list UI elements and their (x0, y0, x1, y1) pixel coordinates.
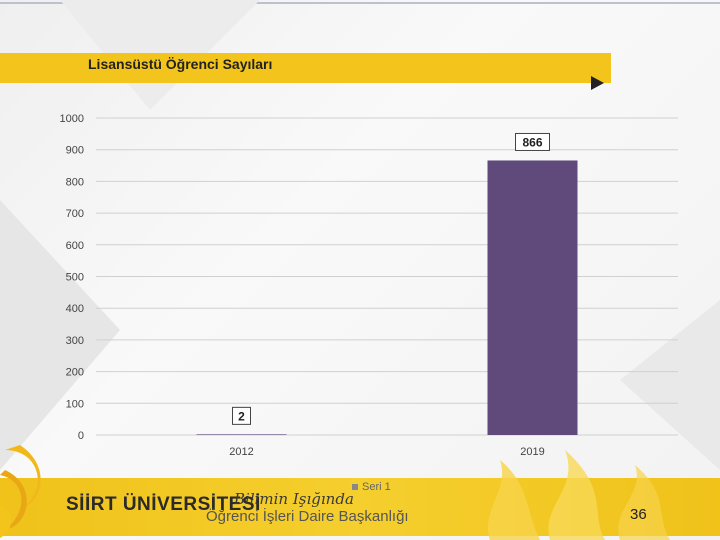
data-label-2019: 866 (515, 132, 550, 151)
y-tick-label: 1000 (60, 113, 84, 125)
data-label-box (232, 406, 251, 425)
swirl-logo-icon (0, 445, 41, 538)
bar-2012 (196, 434, 287, 435)
y-tick-label: 700 (66, 208, 84, 220)
tagline: Bilimin Işığında (234, 490, 354, 508)
data-label-text: 866 (522, 135, 542, 149)
footer-band (0, 478, 720, 536)
chart-legend: Seri 1 (352, 480, 391, 494)
legend-entry: Seri 1 (362, 481, 391, 493)
y-tick-label: 300 (66, 335, 84, 347)
department-name: Öğrenci İşleri Daire Başkanlığı (206, 508, 409, 525)
top-rule (0, 2, 720, 4)
title-bar (0, 53, 611, 83)
data-label-box (515, 132, 550, 151)
y-tick-label: 400 (66, 303, 84, 315)
y-tick-label: 200 (66, 367, 84, 379)
y-tick-label: 100 (66, 398, 84, 410)
bar-2019 (487, 160, 578, 435)
y-tick-label: 0 (78, 430, 84, 442)
slide-title: Lisansüstü Öğrenci Sayıları (88, 56, 273, 72)
x-tick-label: 2012 (229, 446, 253, 458)
legend-swatch (352, 484, 358, 490)
y-tick-label: 600 (66, 240, 84, 252)
play-icon (591, 76, 604, 90)
page-number: 36 (630, 506, 647, 523)
y-tick-label: 900 (66, 145, 84, 157)
flame-decoration-icon (487, 450, 670, 540)
university-brand: SİİRT ÜNİVERSİTESİ (66, 494, 261, 515)
y-tick-label: 500 (66, 272, 84, 284)
data-label-text: 2 (238, 409, 245, 423)
y-tick-label: 800 (66, 176, 84, 188)
data-label-2012: 2 (232, 406, 251, 425)
x-tick-label: 2019 (520, 446, 544, 458)
